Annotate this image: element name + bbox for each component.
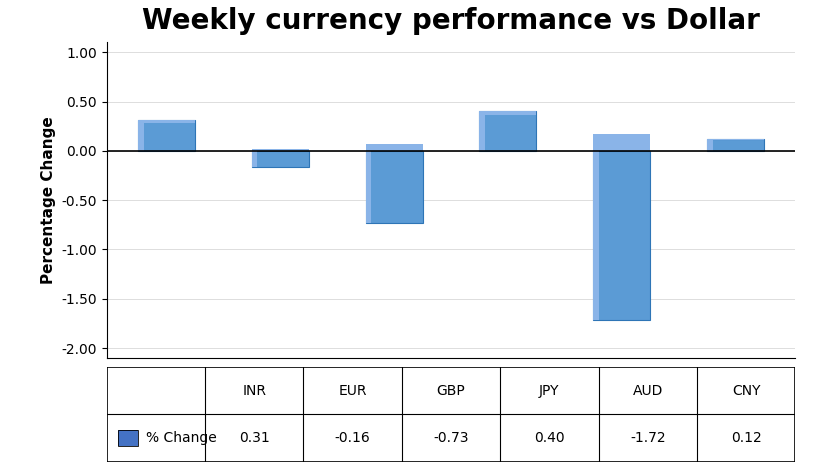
Bar xyxy=(365,151,422,223)
Text: 0.40: 0.40 xyxy=(533,431,564,445)
Bar xyxy=(479,112,536,151)
Text: -0.16: -0.16 xyxy=(334,431,370,445)
Bar xyxy=(706,139,763,151)
Text: EUR: EUR xyxy=(338,384,366,398)
Bar xyxy=(118,430,138,447)
Bar xyxy=(138,120,195,151)
Bar xyxy=(593,151,649,320)
Bar xyxy=(365,151,371,223)
Text: JPY: JPY xyxy=(539,384,559,398)
Text: 0.31: 0.31 xyxy=(238,431,269,445)
Text: -0.73: -0.73 xyxy=(432,431,468,445)
Bar xyxy=(251,151,308,167)
Bar xyxy=(593,151,598,320)
Bar xyxy=(706,139,763,140)
Text: 0.12: 0.12 xyxy=(730,431,761,445)
Text: AUD: AUD xyxy=(631,384,663,398)
Bar xyxy=(479,112,536,115)
Bar xyxy=(138,120,143,151)
Bar xyxy=(706,139,712,151)
Bar xyxy=(593,134,649,151)
Bar xyxy=(479,112,485,151)
Bar xyxy=(138,120,195,123)
Bar xyxy=(251,149,308,151)
Text: % Change: % Change xyxy=(146,431,216,445)
Y-axis label: Percentage Change: Percentage Change xyxy=(41,116,56,284)
Text: CNY: CNY xyxy=(731,384,759,398)
Text: INR: INR xyxy=(242,384,266,398)
Text: GBP: GBP xyxy=(436,384,465,398)
Bar xyxy=(365,144,422,151)
Bar xyxy=(118,430,138,447)
Text: -1.72: -1.72 xyxy=(629,431,665,445)
Bar xyxy=(251,151,257,167)
Title: Weekly currency performance vs Dollar: Weekly currency performance vs Dollar xyxy=(142,7,759,34)
